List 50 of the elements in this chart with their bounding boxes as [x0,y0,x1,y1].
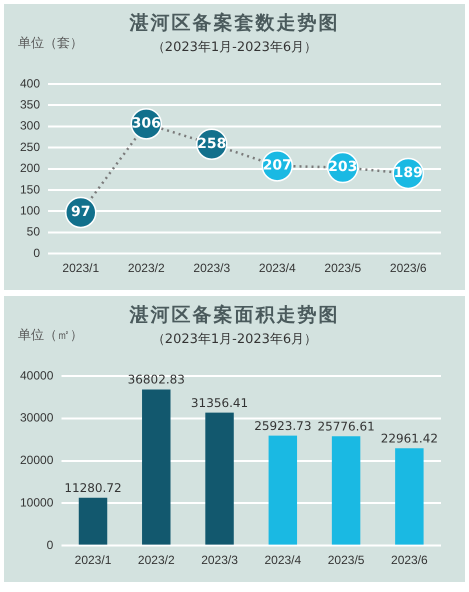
bar [268,436,298,545]
y-tick-label: 150 [20,182,40,196]
chart-subtitle: （2023年1月-2023年6月） [152,40,318,55]
y-tick-label: 200 [20,161,40,176]
bar [395,448,424,545]
x-tick-label: 2023/2 [128,261,165,276]
data-label: 203 [328,159,358,176]
data-label: 25923.73 [254,418,312,433]
x-tick-label: 2023/1 [74,553,112,568]
chart-title: 湛河区备案套数走势图 [128,11,340,36]
chart-subtitle: （2023年1月-2023年6月） [152,332,318,347]
y-tick-label: 30000 [20,410,54,425]
x-tick-label: 2023/5 [328,553,365,568]
x-tick-label: 2023/2 [138,553,175,568]
data-label: 306 [132,115,161,132]
data-label: 189 [394,165,423,182]
y-tick-label: 350 [20,98,40,112]
y-axis-title: 单位（㎡） [18,327,83,344]
data-label: 207 [262,157,292,174]
data-label: 25776.61 [317,419,375,434]
data-label: 11280.72 [64,480,122,495]
x-tick-label: 2023/6 [390,261,427,276]
y-tick-label: 0 [46,538,54,552]
y-tick-label: 50 [26,224,40,239]
data-label: 31356.41 [190,396,248,410]
x-tick-label: 2023/5 [324,261,362,276]
bar [205,412,234,545]
data-label: 258 [197,136,226,152]
x-tick-label: 2023/1 [62,261,100,276]
x-tick-label: 2023/3 [193,261,230,276]
y-tick-label: 40000 [20,368,54,382]
y-tick-label: 250 [20,140,40,154]
y-tick-label: 20000 [20,453,54,468]
x-tick-label: 2023/3 [201,553,238,568]
x-tick-label: 2023/4 [264,553,302,568]
data-label: 36802.83 [128,372,185,387]
y-tick-label: 300 [20,118,40,133]
x-tick-label: 2023/4 [258,261,296,276]
data-label: 22961.42 [380,431,438,446]
chart-title: 湛河区备案面积走势图 [128,303,340,328]
y-tick-label: 0 [33,246,40,260]
bar [78,498,108,545]
y-tick-label: 100 [20,204,40,218]
data-label: 97 [71,204,91,220]
y-tick-label: 10000 [20,496,54,510]
y-axis-title: 单位（套） [18,35,83,52]
bar [332,436,360,545]
y-tick-label: 400 [20,76,40,90]
bar [142,390,171,545]
x-tick-label: 2023/6 [391,553,428,568]
